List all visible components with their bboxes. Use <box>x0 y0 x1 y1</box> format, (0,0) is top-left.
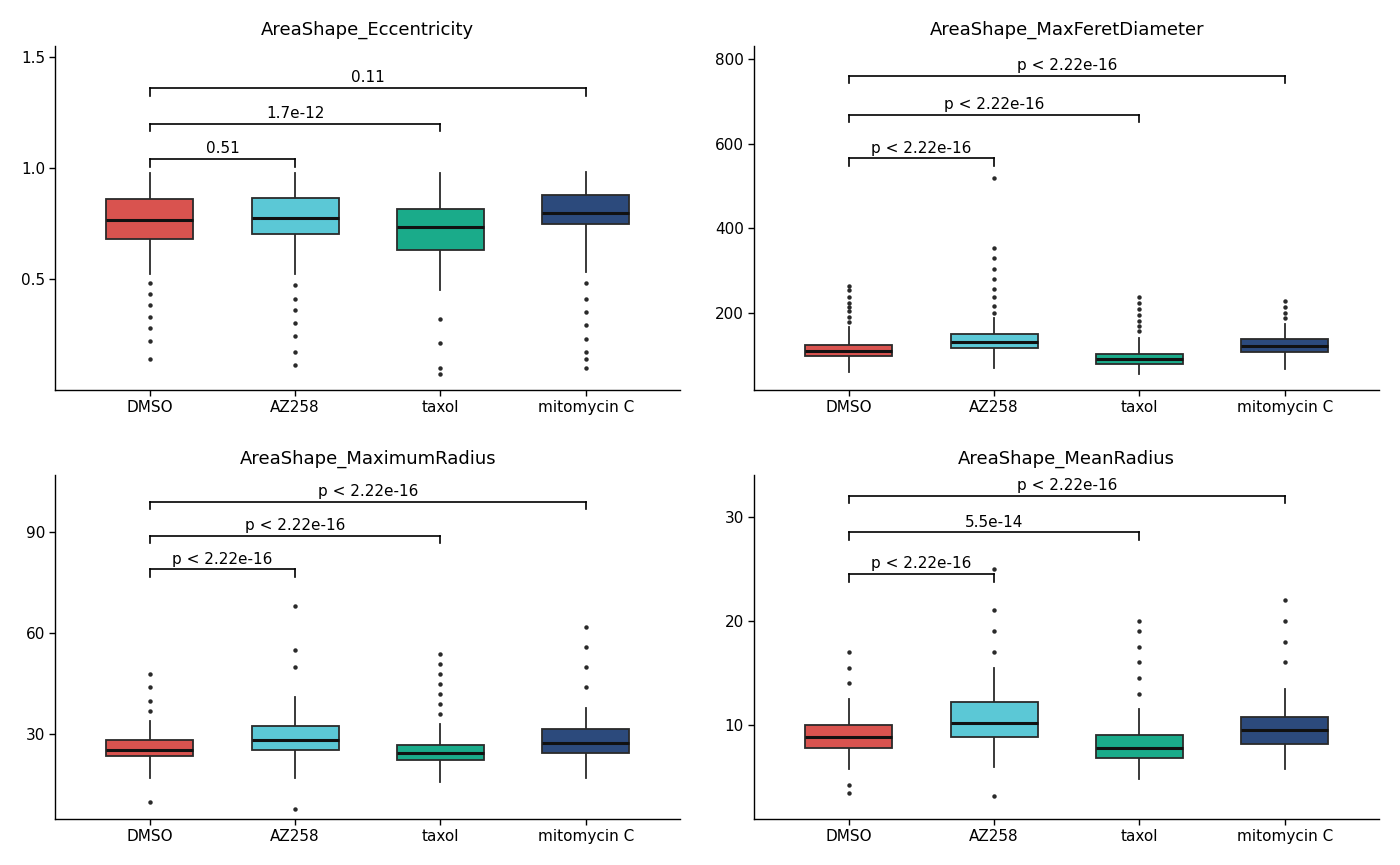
Bar <box>1242 339 1329 352</box>
Bar <box>1096 735 1183 759</box>
Text: p < 2.22e-16: p < 2.22e-16 <box>1016 58 1117 73</box>
Text: p < 2.22e-16: p < 2.22e-16 <box>1016 478 1117 493</box>
Text: 0.11: 0.11 <box>351 70 385 86</box>
Bar <box>396 745 484 759</box>
Bar <box>805 345 892 356</box>
Text: p < 2.22e-16: p < 2.22e-16 <box>944 97 1044 112</box>
Bar <box>106 740 193 756</box>
Bar <box>542 729 630 753</box>
Text: p < 2.22e-16: p < 2.22e-16 <box>245 518 346 533</box>
Title: AreaShape_Eccentricity: AreaShape_Eccentricity <box>262 21 475 39</box>
Title: AreaShape_MaximumRadius: AreaShape_MaximumRadius <box>239 450 496 468</box>
Bar <box>951 702 1037 738</box>
Title: AreaShape_MeanRadius: AreaShape_MeanRadius <box>958 450 1175 468</box>
Bar <box>1242 717 1329 744</box>
Text: 1.7e-12: 1.7e-12 <box>266 106 325 121</box>
Bar <box>252 198 339 234</box>
Bar <box>805 725 892 748</box>
Text: p < 2.22e-16: p < 2.22e-16 <box>871 556 972 571</box>
Bar <box>252 726 339 750</box>
Bar <box>396 209 484 250</box>
Text: p < 2.22e-16: p < 2.22e-16 <box>318 484 419 499</box>
Text: 5.5e-14: 5.5e-14 <box>965 515 1023 529</box>
Bar <box>1096 354 1183 364</box>
Text: 0.51: 0.51 <box>206 141 239 157</box>
Text: p < 2.22e-16: p < 2.22e-16 <box>871 141 972 156</box>
Bar <box>951 334 1037 348</box>
Bar <box>106 199 193 239</box>
Text: p < 2.22e-16: p < 2.22e-16 <box>172 552 273 567</box>
Bar <box>542 195 630 225</box>
Title: AreaShape_MaxFeretDiameter: AreaShape_MaxFeretDiameter <box>930 21 1204 39</box>
